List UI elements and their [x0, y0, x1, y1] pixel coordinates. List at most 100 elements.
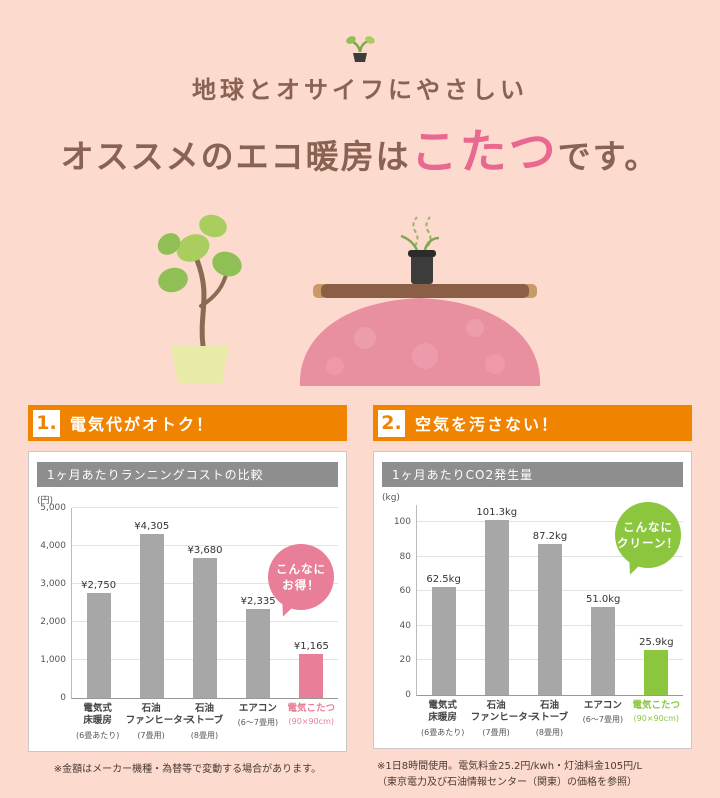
category-label: 電気式 床暖房 (6畳あたり): [417, 700, 468, 740]
section-number-1: 1.: [33, 409, 60, 437]
bar-value-label: ¥2,335: [240, 596, 276, 607]
category-label-line: 電気こたつ: [632, 700, 680, 711]
cost-footnote: ※金額はメーカー機種・為替等で変動する場合があります。: [28, 762, 347, 778]
bars-group: ¥2,750 ¥4,305 ¥3,680 ¥2,335 ¥1,165: [72, 508, 338, 698]
category-label: エアコン (6〜7畳用): [233, 703, 284, 743]
highlight-bar: [644, 650, 669, 695]
category-label-line: 石油: [194, 703, 214, 714]
co2-plot-row: 0 20 40 60 80 100 62.5kg 101.3kg 87.2kg 51.0kg 25…: [382, 505, 683, 700]
y-tick-label: 60: [399, 586, 411, 597]
category-label: 石油 ストーブ (8畳用): [524, 700, 575, 740]
panels-row: 1. 電気代がオトク！ 1ヶ月あたりランニングコストの比較 (円) 0 1,000…: [0, 393, 720, 790]
category-size-note: (6〜7畳用): [237, 718, 279, 728]
bar-value-label: 101.3kg: [476, 507, 518, 518]
highlight-bar: [299, 654, 324, 698]
category-label: 電気こたつ (90×90cm): [631, 700, 682, 740]
cost-plot-area: ¥2,750 ¥4,305 ¥3,680 ¥2,335 ¥1,165: [71, 507, 338, 699]
bar: [139, 534, 164, 698]
bar: [86, 593, 111, 698]
bar-value-label: ¥4,305: [134, 521, 170, 532]
co2-axis-unit: (kg): [382, 493, 400, 503]
section-number-2-text: 2.: [381, 412, 402, 434]
title-line2-pre: オススメのエコ暖房は: [60, 137, 411, 176]
category-label-line: 石油: [486, 700, 506, 711]
category-size-note: (6〜7畳用): [582, 715, 624, 725]
clean-badge-line1: こんなに: [623, 519, 673, 534]
y-tick-label: 100: [393, 517, 411, 528]
co2-bar-chart: (kg) 0 20 40 60 80 100 62.5kg 101.3kg 87.2kg 51.…: [382, 493, 683, 740]
co2-footnote-line1: ※1日8時間使用。電気料金25.2円/kwh・灯油料金105円/L: [377, 761, 643, 772]
bar-column: ¥3,680: [180, 545, 231, 698]
category-label-line: 石油: [141, 703, 161, 714]
cost-chart-title: 1ヶ月あたりランニングコストの比較: [37, 462, 338, 487]
category-label: 石油 ファンヒーター (7畳用): [471, 700, 538, 740]
plant: [157, 214, 242, 384]
category-label: 電気こたつ (90×90cm): [286, 703, 337, 743]
cost-plot-row: 0 1,000 2,000 3,000 4,000 5,000 ¥2,750 ¥4,305 ¥…: [37, 503, 338, 703]
y-tick-label: 2,000: [40, 617, 66, 627]
cost-chart-box: 1ヶ月あたりランニングコストの比較 (円) 0 1,000 2,000 3,000 4,…: [28, 451, 347, 752]
category-label-line: 電気こたつ: [287, 703, 335, 714]
section-number-2: 2.: [378, 409, 405, 437]
category-label: 石油 ストーブ (8畳用): [179, 703, 230, 743]
y-tick-label: 80: [399, 551, 411, 562]
bar-column: 51.0kg: [578, 594, 629, 695]
category-size-note: (7畳用): [482, 727, 510, 737]
category-label-line: 電気式: [428, 700, 457, 711]
section-heading-2: 空気を汚さない！: [415, 415, 560, 434]
cost-y-axis: 0 1,000 2,000 3,000 4,000 5,000: [37, 503, 71, 703]
co2-panel: 2. 空気を汚さない！ 1ヶ月あたりCO2発生量 (kg) 0 20 40 60 80 1…: [373, 405, 692, 790]
co2-chart-box: 1ヶ月あたりCO2発生量 (kg) 0 20 40 60 80 100 62.5kg 101…: [373, 451, 692, 749]
category-size-note: (90×90cm): [633, 714, 680, 724]
bar-column: 101.3kg: [472, 507, 523, 695]
cost-bar-chart: (円) 0 1,000 2,000 3,000 4,000 5,000 ¥2,750 ¥4,…: [37, 493, 338, 743]
bar-column: ¥2,335: [233, 596, 284, 698]
category-label: 電気式 床暖房 (6畳あたり): [72, 703, 123, 743]
bar: [431, 587, 456, 695]
y-tick-label: 0: [405, 690, 411, 700]
co2-chart-title: 1ヶ月あたりCO2発生量: [382, 462, 683, 487]
bar-column: ¥4,305: [127, 521, 178, 698]
category-label-line: エアコン: [238, 703, 277, 714]
y-tick-label: 5,000: [40, 503, 66, 513]
co2-x-axis-labels: 電気式 床暖房 (6畳あたり) 石油 ファンヒーター (7畳用) 石油 ストーブ (8畳用) エア…: [416, 700, 683, 740]
bar-value-label: ¥1,165: [293, 641, 329, 652]
bar: [484, 520, 509, 695]
category-label-line: 電気式: [83, 703, 112, 714]
section-header-2: 2. 空気を汚さない！: [373, 405, 692, 441]
bar-column: 62.5kg: [418, 574, 469, 695]
category-size-note: (7畳用): [137, 730, 165, 740]
bar-value-label: ¥3,680: [187, 545, 223, 556]
category-label-line: 床暖房: [83, 715, 112, 727]
bar-column: ¥1,165: [286, 641, 337, 698]
bar-column: ¥2,750: [73, 580, 124, 698]
y-tick-label: 3,000: [40, 579, 66, 589]
category-label: 石油 ファンヒーター (7畳用): [126, 703, 193, 743]
co2-plot-area: 62.5kg 101.3kg 87.2kg 51.0kg 25.9kg: [416, 505, 683, 696]
co2-footnote-line2: （東京電力及び石油情報センター（関東）の価格を参照）: [377, 776, 637, 788]
bar: [591, 607, 616, 695]
clean-badge: こんなに クリーン！: [615, 502, 681, 568]
cost-panel: 1. 電気代がオトク！ 1ヶ月あたりランニングコストの比較 (円) 0 1,000…: [28, 405, 347, 790]
cost-axis-unit: (円): [37, 496, 54, 506]
co2-footnote: ※1日8時間使用。電気料金25.2円/kwh・灯油料金105円/L （東京電力及…: [373, 759, 692, 790]
category-label: エアコン (6〜7畳用): [578, 700, 629, 740]
bar-column: 87.2kg: [525, 531, 576, 695]
category-size-note: (8畳用): [535, 727, 564, 737]
title-line1: 地球とオサイフにやさしい: [192, 76, 528, 104]
category-label-line: ストーブ: [185, 715, 224, 727]
section-header-1: 1. 電気代がオトク！: [28, 405, 347, 441]
category-label-line: エアコン: [583, 700, 622, 711]
gridline: [72, 507, 338, 508]
cost-footnote-line1: ※金額はメーカー機種・為替等で変動する場合があります。: [53, 764, 322, 775]
bar: [192, 558, 217, 698]
category-size-note: (6畳あたり): [76, 730, 120, 740]
gridline: [417, 521, 683, 523]
category-size-note: (6畳あたり): [421, 727, 465, 737]
category-size-note: (90×90cm): [288, 717, 335, 727]
bar-value-label: ¥2,750: [81, 580, 117, 591]
bar-value-label: 25.9kg: [639, 637, 674, 648]
y-tick-label: 0: [60, 693, 66, 703]
y-tick-label: 1,000: [40, 655, 66, 665]
